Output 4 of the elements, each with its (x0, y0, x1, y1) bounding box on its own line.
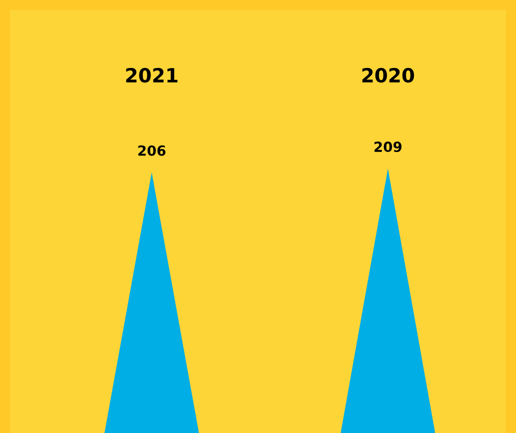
x-tick-label: 2021 (126, 68, 178, 83)
x-tick-label: 2020 (362, 68, 414, 83)
data-label: 209 (374, 142, 402, 152)
data-label: 206 (138, 145, 166, 156)
